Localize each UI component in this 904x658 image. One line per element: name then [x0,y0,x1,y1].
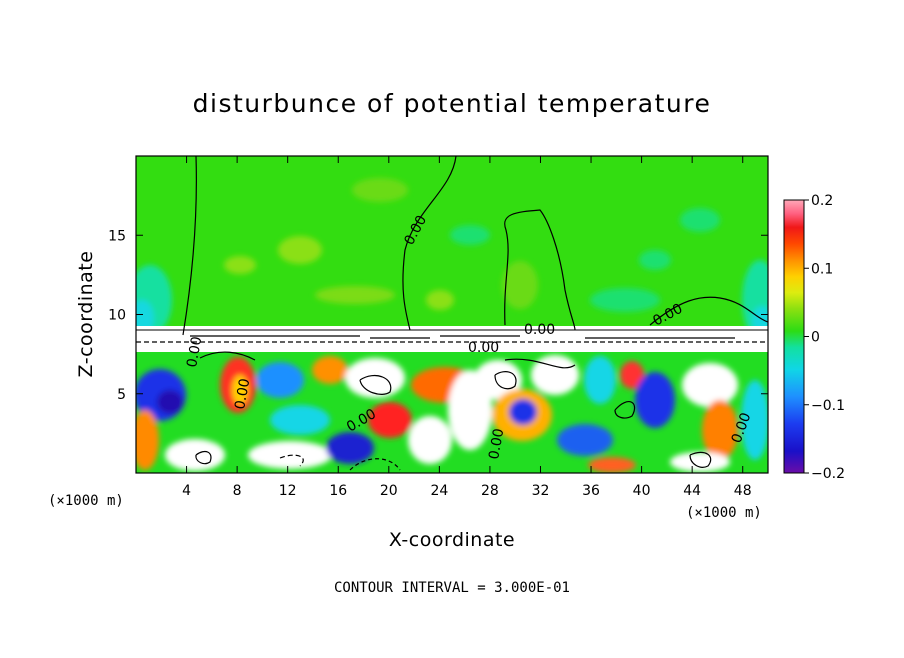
x-tick-label: 24 [430,483,448,499]
colorbar-tick-label: −0.1 [811,398,845,414]
contour-interval-note: CONTOUR INTERVAL = 3.000E-01 [334,580,570,596]
colorbar-tick-label: 0 [811,330,820,346]
contour-label: 0.00 [184,335,205,368]
chart-title: disturbunce of potential temperature [193,89,712,118]
x-tick-label: 4 [182,483,191,499]
x-axis-label: X-coordinate [389,529,515,551]
x-axis-unit-right: (×1000 m) [686,505,762,521]
lower-layer-eddies [136,355,768,473]
y-axis: 5 10 15 [108,228,768,403]
x-axis-unit-left: (×1000 m) [48,493,124,509]
x-tick-label: 44 [683,483,701,499]
contour-lines [136,156,768,471]
contour-label: 0.00 [232,377,253,410]
colorbar-ticks: 0.2 0.1 0 −0.1 −0.2 [804,193,845,482]
x-tick-label: 48 [734,483,752,499]
y-tick-label: 10 [108,308,126,324]
contour-label: 0.00 [486,427,507,460]
y-axis-label: Z-coordinate [75,251,97,378]
contour-label: 0.00 [468,340,499,356]
x-tick-label: 8 [233,483,242,499]
x-tick-label: 28 [481,483,499,499]
upper-layer-patches [136,178,768,340]
colorbar [783,199,805,474]
y-tick-label: 15 [108,228,126,244]
y-tick-label: 5 [117,387,126,403]
upper-layer-field [136,156,768,336]
contour-label: 0.00 [524,322,555,338]
x-tick-label: 36 [582,483,600,499]
colorbar-tick-label: 0.1 [811,261,833,277]
colorbar-tick-label: −0.2 [811,466,845,482]
x-tick-label: 20 [380,483,398,499]
colorbar-tick-label: 0.2 [811,193,833,209]
x-tick-label: 16 [329,483,347,499]
plot-field: 0.00 0.00 0.00 0.00 0.00 0.00 0.00 0.00 … [136,156,768,473]
x-tick-label: 40 [633,483,651,499]
x-tick-label: 32 [532,483,550,499]
x-axis: 4 8 12 16 20 24 28 32 36 40 44 48 [182,156,752,499]
x-tick-label: 12 [279,483,297,499]
